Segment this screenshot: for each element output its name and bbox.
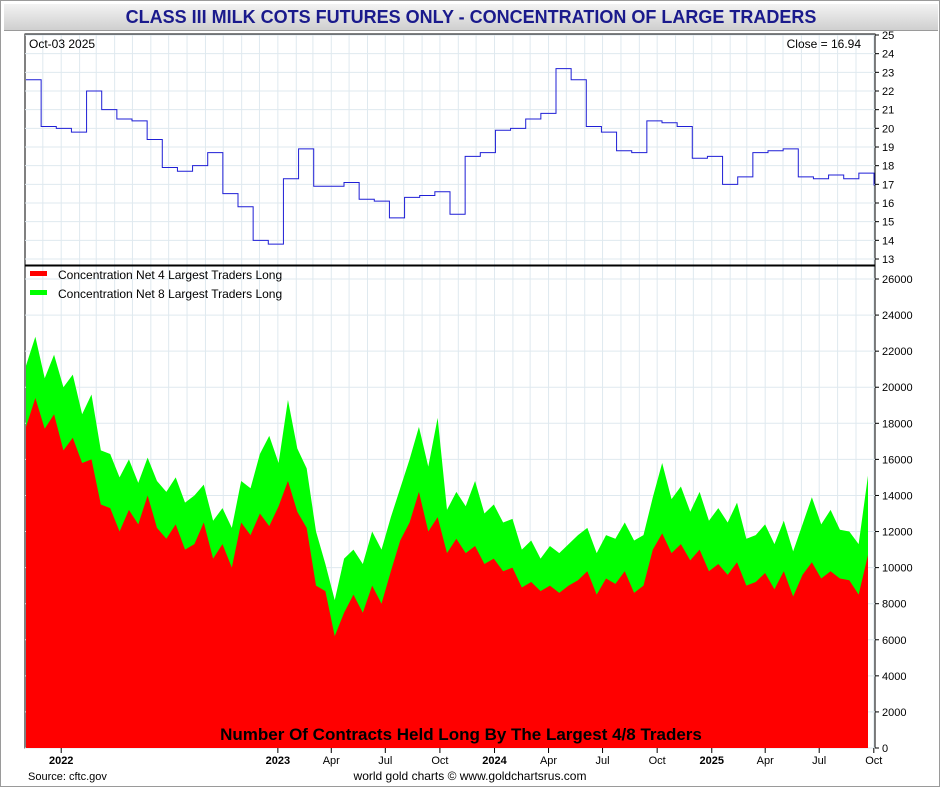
y-tick-label: 4000 [882,671,906,683]
x-tick-label: Jul [596,755,610,767]
x-tick-label: Apr [323,755,340,767]
y-tick-label: 20000 [882,382,913,394]
y-tick-label: 16 [882,198,894,210]
price-grid [25,34,875,265]
x-tick-label: Jul [378,755,392,767]
contracts-y-ticks: 0 2000 4000 6000 8000 10000 12000 14000 16000 180… [875,274,913,755]
y-tick-label: 14 [882,235,894,247]
x-tick-label: Apr [540,755,557,767]
close-label: Close = 16.94 [787,37,862,51]
x-tick-label: Oct [649,755,666,767]
y-tick-label: 8000 [882,599,906,611]
legend-label-net4: Concentration Net 4 Largest Traders Long [58,268,282,282]
y-tick-label: 25 [882,30,894,42]
area-net4 [26,398,868,748]
y-tick-label: 16000 [882,454,913,466]
chart-title: CLASS III MILK COTS FUTURES ONLY - CONCE… [125,7,817,27]
legend-swatch-net4 [30,271,47,276]
price-line [26,68,875,245]
y-tick-label: 18000 [882,418,913,430]
legend-swatch-net8 [30,290,47,295]
legend: Concentration Net 4 Largest Traders Long… [30,268,282,301]
y-tick-label: 21 [882,105,894,117]
y-tick-label: 13 [882,254,894,266]
legend-label-net8: Concentration Net 8 Largest Traders Long [58,287,282,301]
y-tick-label: 17 [882,179,894,191]
date-label: Oct-03 2025 [29,37,95,51]
x-tick-label: 2025 [700,755,724,767]
x-tick-label: Apr [757,755,774,767]
y-tick-label: 10000 [882,563,913,575]
y-tick-label: 18 [882,161,894,173]
x-ticks: 2022 2023 Apr Jul Oct 2024 Apr Jul Oct 2025 Apr Jul… [49,748,882,767]
x-tick-label: Jul [812,755,826,767]
source-label: Source: cftc.gov [28,771,107,783]
x-tick-label: Oct [431,755,448,767]
x-tick-label: 2022 [49,755,73,767]
y-tick-label: 15 [882,217,894,229]
y-tick-label: 6000 [882,635,906,647]
y-tick-label: 14000 [882,490,913,502]
panel-title: Number Of Contracts Held Long By The Lar… [220,725,702,744]
title-bar: CLASS III MILK COTS FUTURES ONLY - CONCE… [4,4,938,31]
x-tick-label: 2023 [266,755,290,767]
y-tick-label: 19 [882,142,894,154]
y-tick-label: 24000 [882,310,913,322]
y-tick-label: 22 [882,86,894,98]
price-y-ticks: 13 14 15 16 17 18 19 20 21 22 23 24 25 [875,30,894,266]
y-tick-label: 26000 [882,274,913,286]
y-tick-label: 12000 [882,527,913,539]
concentration-areas [26,336,868,748]
price-panel [24,33,876,266]
y-tick-label: 22000 [882,346,913,358]
x-tick-label: Oct [865,755,882,767]
y-tick-label: 20 [882,123,894,135]
y-tick-label: 0 [882,743,888,755]
price-line-group [26,68,875,245]
y-tick-label: 23 [882,67,894,79]
x-tick-label: 2024 [482,755,507,767]
y-tick-label: 24 [882,49,894,61]
y-tick-label: 2000 [882,707,906,719]
credit-label: world gold charts © www.goldchartsrus.co… [353,769,587,783]
